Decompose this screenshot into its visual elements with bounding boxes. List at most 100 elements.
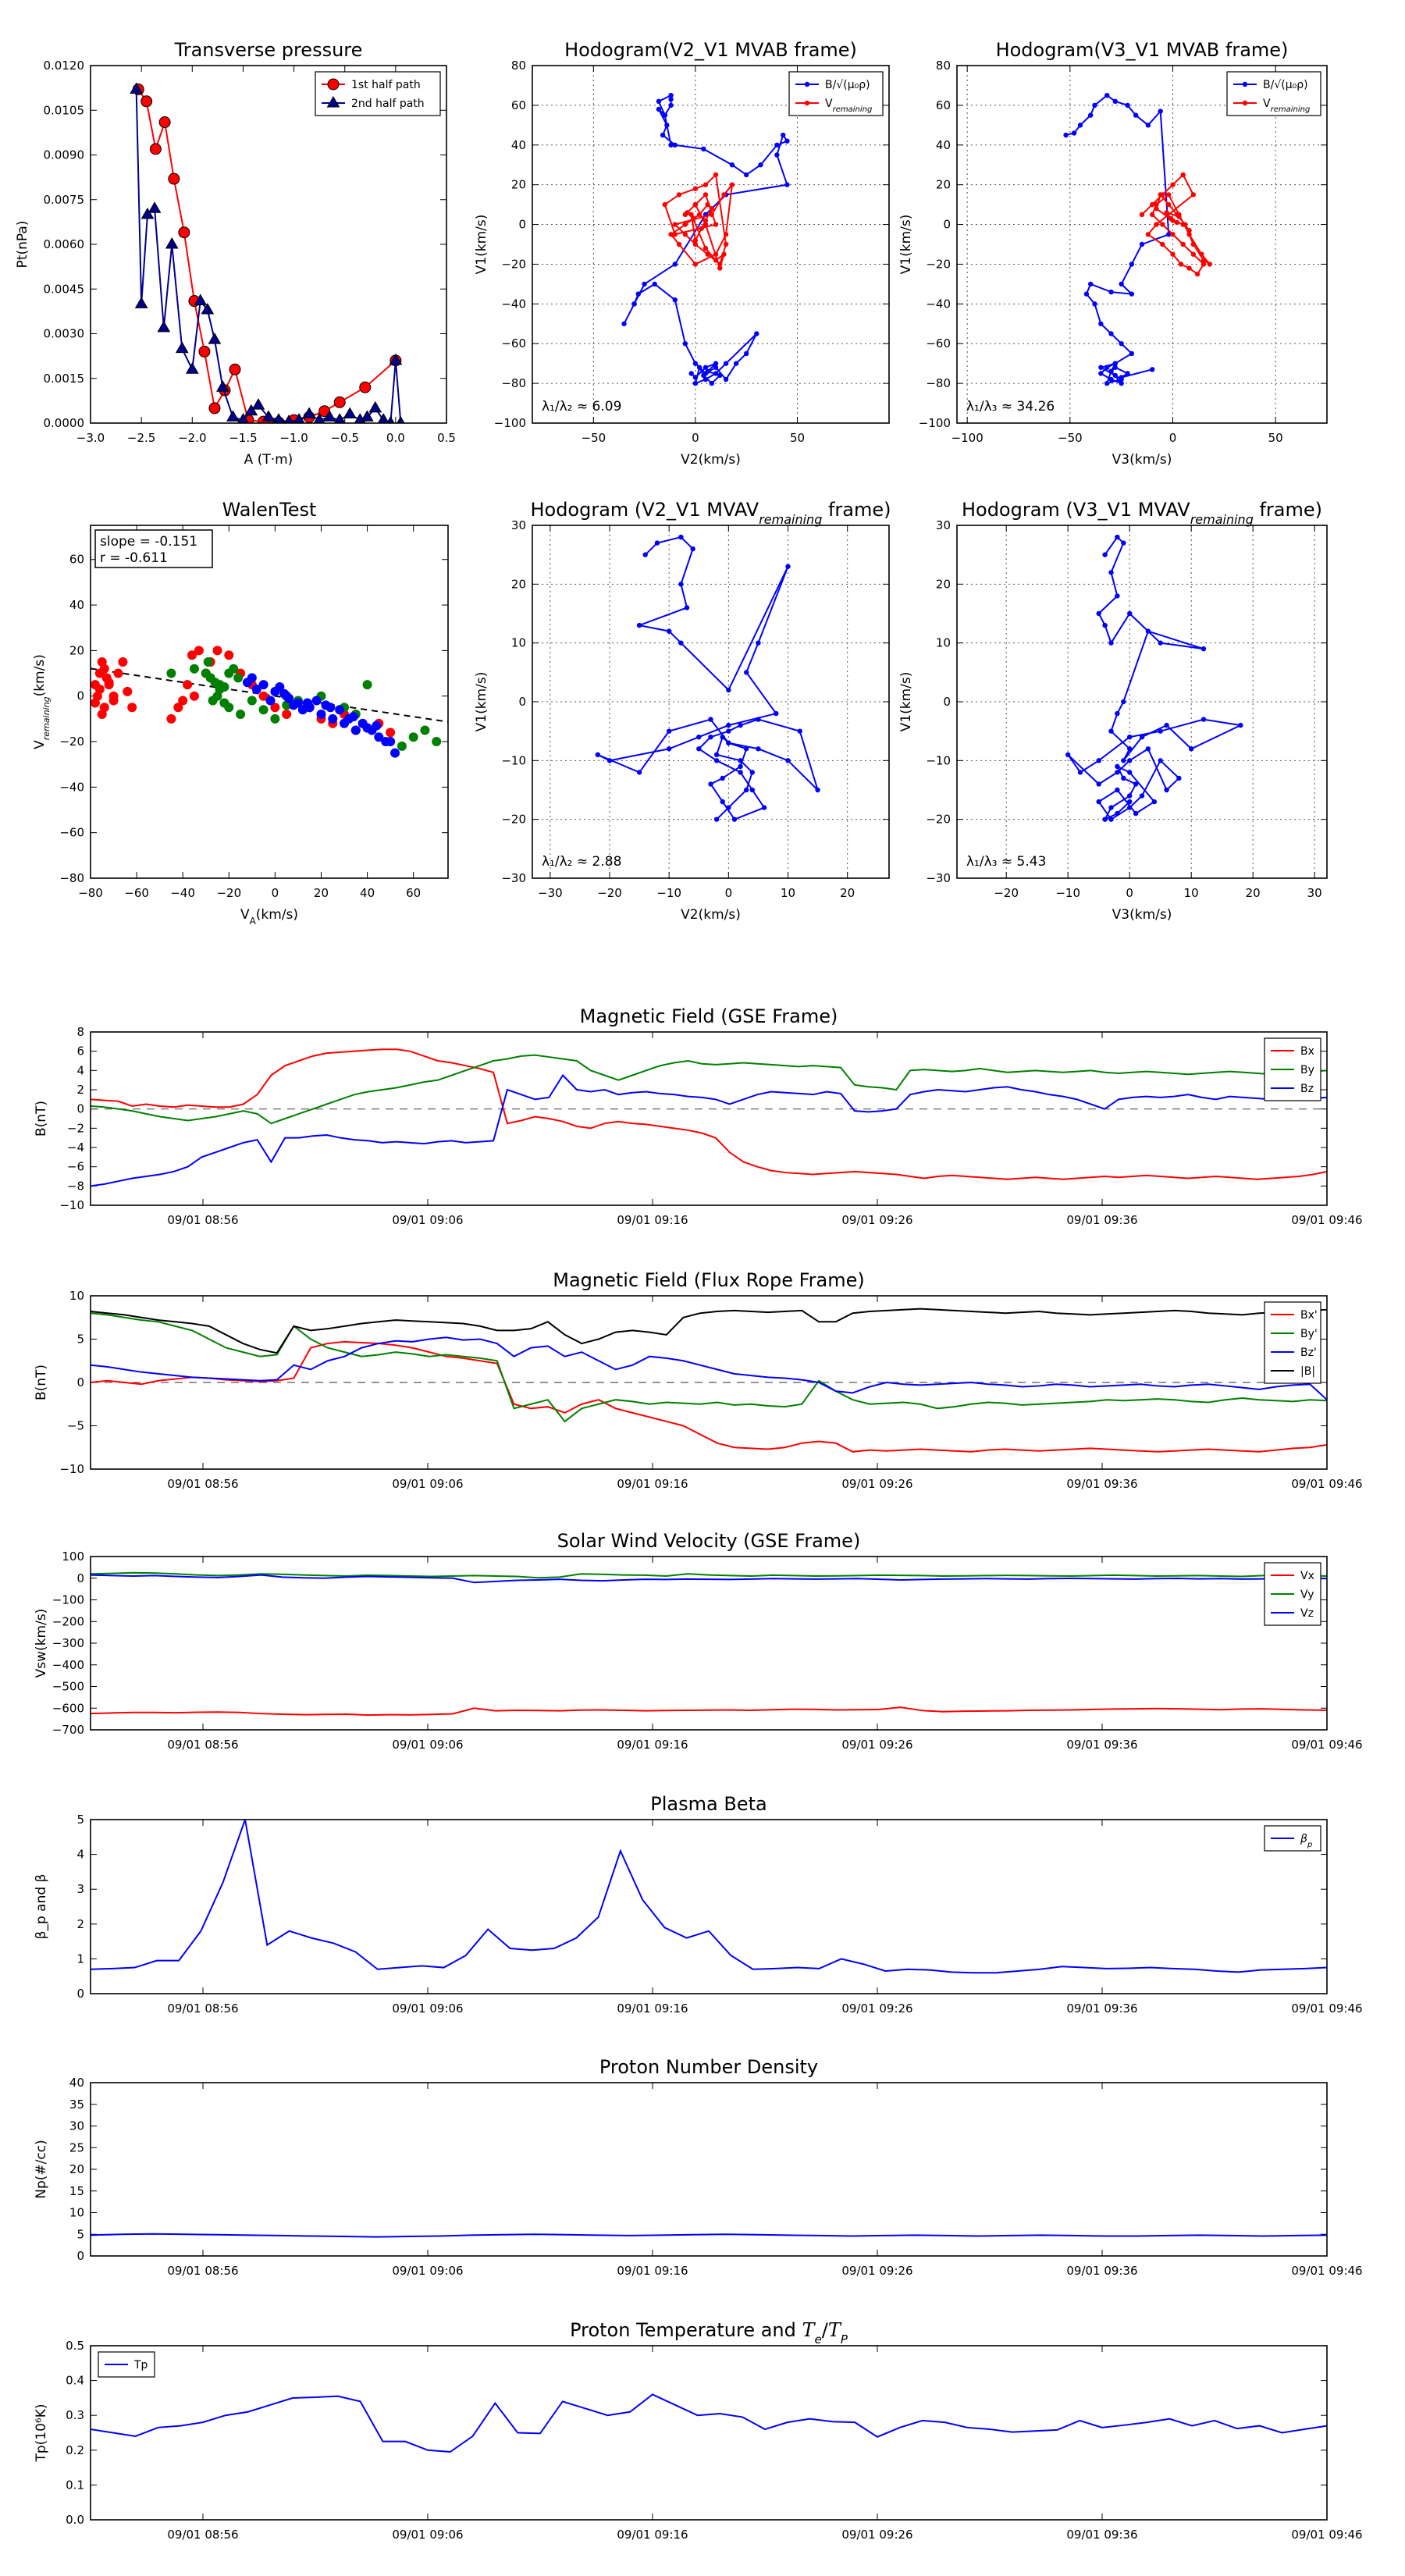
data-point [1125,371,1130,376]
x-tick-label: 09/01 09:06 [392,2264,463,2278]
data-point [702,218,709,223]
x-tick-label: −1.0 [279,431,308,445]
legend-label: Bz' [1300,1347,1317,1359]
data-point [682,341,688,347]
data-point [229,664,239,674]
x-tick-label: −3.0 [76,431,105,445]
data-point [1071,130,1077,136]
x-axis-label: A (T·m) [244,452,293,468]
legend: B/√(μ₀ρ) Vremaining [1226,71,1321,116]
x-label-part: (km/s) [256,907,298,923]
legend: βp [1264,1825,1321,1852]
plot-frame [532,65,890,424]
data-point [708,781,713,787]
y-tick-label: 40 [69,598,84,612]
data-point [705,368,710,375]
x-tick-label: 50 [1268,431,1283,445]
data-point [1087,112,1094,118]
title-subscript: e [815,2332,822,2347]
data-point [1127,610,1133,617]
x-tick-label: −40 [170,886,195,900]
data-point [756,717,761,722]
chart-panel-hodo-v3v1: −100 −50 0 50 −100 −80 −60 −40 −20 0 20 40 60 80 Hodog… [898,39,1328,468]
y-tick-label: 0.5 [66,2339,84,2353]
y-tick-label: 0 [76,2249,84,2263]
data-point [621,321,627,326]
data-point [1160,241,1165,247]
data-point [1200,258,1207,263]
y-tick-label: 0.3 [66,2408,84,2422]
series-line-0 [1067,535,1243,821]
data-point [283,415,294,423]
eigen-ratio-label: λ₁/λ₃ ≈ 5.43 [966,854,1046,870]
y-tick-label: 1 [76,1952,84,1966]
data-point [672,262,678,267]
data-point [123,686,133,696]
data-point [386,415,395,423]
data-point [97,710,107,720]
data-point [713,817,720,822]
legend-label: |B| [1300,1365,1315,1378]
data-point [386,728,396,738]
data-point [744,787,749,793]
title-part: Proton Temperature and [570,2319,802,2341]
y-tick-label: −4 [67,1140,84,1155]
data-point [313,413,325,423]
data-point [721,251,727,257]
data-point [668,142,674,148]
series-line-1 [663,173,734,271]
data-point [203,656,213,667]
y-tick-label: −700 [52,1723,84,1737]
x-tick-label: 09/01 09:46 [1291,2528,1362,2542]
x-tick-label: 09/01 09:26 [841,2528,912,2542]
data-point [708,735,713,740]
data-point [251,398,265,410]
data-point [702,245,709,251]
data-point [343,407,357,419]
title-math: T [828,2319,842,2341]
plot-frame [956,525,1328,879]
legend-box [788,71,884,116]
x-tick-label: −20 [216,886,241,900]
fit-line [91,667,448,723]
y-tick-label: −10 [59,1198,84,1212]
x-tick-label: 20 [1246,886,1261,900]
data-point [226,410,240,422]
data-point [1115,593,1120,599]
data-point [108,691,119,701]
data-point [705,251,710,257]
y-tick-label: −40 [59,780,84,794]
data-point [692,237,699,244]
data-point [709,380,715,386]
series-line-0 [91,1706,1327,1717]
chart-panel-np: 09/01 08:56 09/01 09:06 09/01 09:16 09/01 0… [34,2056,1363,2278]
data-point [302,698,312,708]
series-layer [91,1048,1327,1187]
y-tick-label: −80 [926,376,951,390]
data-point [1083,291,1090,297]
data-point [359,381,372,393]
legend-label: 1st half path [351,79,421,91]
data-point [408,732,418,742]
data-point [1133,810,1139,817]
y-tick-label: −10 [501,753,526,767]
series-line-0 [91,1048,1327,1180]
legend-part: β [1300,1833,1307,1845]
data-point [713,258,719,263]
data-point [654,540,660,546]
data-point [1190,192,1197,197]
x-tick-label: 09/01 09:36 [1066,1213,1137,1227]
data-point [1096,758,1101,763]
series-layer [91,1820,1327,1974]
data-point [713,758,720,763]
data-point [1115,763,1120,770]
x-tick-label: 09/01 09:26 [841,1477,912,1491]
data-point [1098,321,1104,326]
data-point [708,717,713,722]
data-point [662,112,667,118]
data-point [731,817,738,822]
title-math: T [802,2319,816,2341]
chart-title: Plasma Beta [650,1793,767,1815]
x-axis-label: V3(km/s) [1112,907,1172,923]
